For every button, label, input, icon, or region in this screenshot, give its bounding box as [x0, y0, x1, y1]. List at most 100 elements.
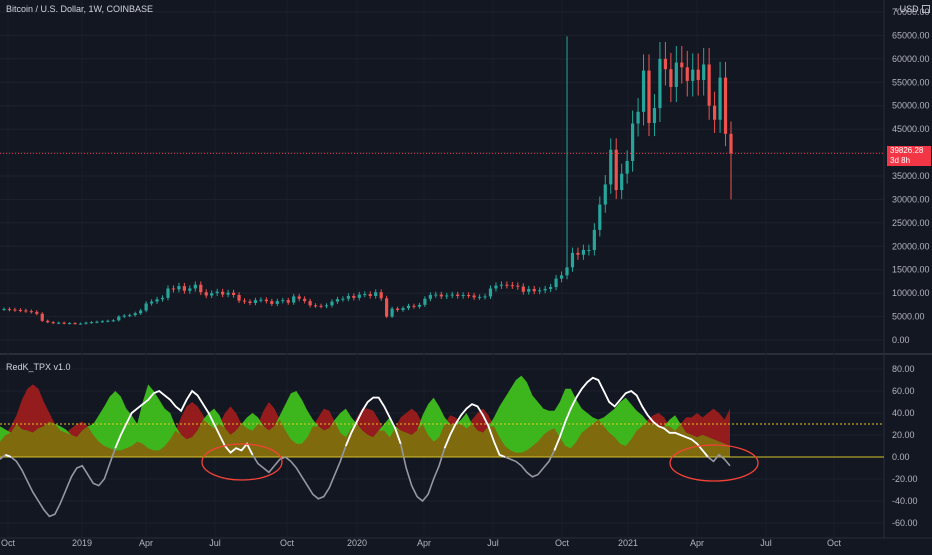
candle-body — [313, 305, 318, 307]
candle-body — [521, 286, 525, 292]
indicator-tick-label: 80.00 — [892, 364, 915, 374]
price-tick-label: 50000.00 — [892, 101, 930, 111]
candle-body — [401, 308, 405, 311]
time-tick-label: 2019 — [72, 538, 92, 548]
candle-body — [434, 294, 438, 296]
candle-body — [35, 311, 39, 314]
candle-body — [330, 301, 334, 306]
candle-body — [166, 288, 170, 298]
candle-body — [264, 299, 268, 302]
candle-body — [78, 323, 83, 325]
candle-body — [303, 298, 307, 302]
candle-body — [723, 77, 728, 134]
candle-body — [423, 298, 427, 305]
candle-body — [281, 300, 285, 302]
candle-body — [177, 286, 181, 290]
price-tick-label: 15000.00 — [892, 265, 930, 275]
candle-body — [286, 300, 290, 303]
indicator-tick-label: 60.00 — [892, 386, 915, 396]
candle-body — [674, 62, 678, 87]
candle-body — [160, 297, 165, 300]
candle-body — [292, 296, 296, 303]
price-tick-label: 35000.00 — [892, 171, 930, 181]
candle-body — [210, 293, 214, 296]
candle-body — [450, 294, 454, 296]
price-tick-label: 45000.00 — [892, 124, 930, 134]
candle-body — [477, 296, 482, 298]
candle-body — [188, 288, 192, 291]
candle-body — [100, 321, 104, 323]
price-tick-label: 65000.00 — [892, 30, 930, 40]
candle-body — [226, 292, 230, 295]
candle-body — [614, 149, 618, 191]
candle-body — [499, 284, 504, 286]
candle-body — [587, 250, 591, 252]
candle-body — [18, 310, 22, 312]
annotation-circle-right — [669, 444, 759, 482]
candle-body — [472, 295, 476, 298]
candle-body — [368, 294, 372, 296]
candle-body — [57, 322, 61, 324]
candle-body — [149, 301, 154, 304]
candle-body — [565, 267, 569, 276]
candle-body — [379, 292, 383, 299]
candle-body — [641, 70, 646, 112]
candle-body — [84, 322, 88, 324]
candle-body — [456, 294, 460, 296]
currency-button[interactable]: ‹ USD — [895, 4, 930, 14]
candle-body — [308, 301, 312, 306]
time-tick-label: Oct — [280, 538, 295, 548]
price-tick-label: 20000.00 — [892, 241, 930, 251]
candle-body — [685, 67, 689, 81]
candle-body — [385, 298, 389, 317]
candle-body — [221, 291, 225, 295]
candle-body — [538, 290, 542, 292]
time-tick-label: Oct — [1, 538, 16, 548]
candle-body — [13, 309, 17, 311]
candle-body — [516, 285, 520, 287]
candle-body — [237, 295, 241, 301]
candles — [2, 36, 733, 325]
candle-body — [543, 288, 547, 291]
candle-body — [598, 204, 602, 230]
price-tick-label: 60000.00 — [892, 54, 930, 64]
price-badge-countdown: 3d 8h — [890, 156, 911, 165]
indicator-title[interactable]: RedK_TPX v1.0 — [6, 362, 71, 372]
candle-body — [663, 58, 668, 70]
candle-body — [319, 305, 323, 307]
candle-body — [297, 296, 301, 299]
indicator-tick-label: -60.00 — [892, 518, 918, 528]
dropdown-arrow-icon: ‹ — [895, 4, 898, 14]
candle-body — [647, 70, 651, 124]
time-tick-label: Jul — [487, 538, 499, 548]
chart-title: Bitcoin / U.S. Dollar, 1W, COINBASE — [6, 4, 154, 14]
candle-body — [215, 291, 219, 294]
indicator-tick-label: 40.00 — [892, 408, 915, 418]
candle-body — [7, 309, 12, 311]
candle-body — [106, 320, 110, 322]
candle-body — [335, 299, 340, 302]
candle-body — [204, 292, 208, 296]
candle-body — [713, 105, 717, 120]
candle-body — [609, 149, 613, 185]
candle-body — [417, 304, 422, 307]
candle-body — [253, 300, 258, 303]
candle-body — [636, 111, 640, 124]
candle-body — [171, 288, 176, 290]
candle-body — [46, 320, 50, 323]
candle-body — [117, 316, 121, 321]
candle-body — [341, 298, 345, 300]
price-tick-label: 5000.00 — [892, 312, 925, 322]
time-tick-label: Oct — [555, 538, 570, 548]
candle-body — [122, 315, 126, 317]
currency-label: USD — [899, 4, 919, 14]
overlap-area — [0, 419, 730, 457]
candle-body — [412, 305, 416, 307]
candle-body — [467, 295, 471, 297]
candle-body — [111, 320, 115, 322]
candle-body — [483, 296, 487, 298]
indicator-tick-label: -20.00 — [892, 474, 918, 484]
candle-body — [199, 284, 203, 293]
